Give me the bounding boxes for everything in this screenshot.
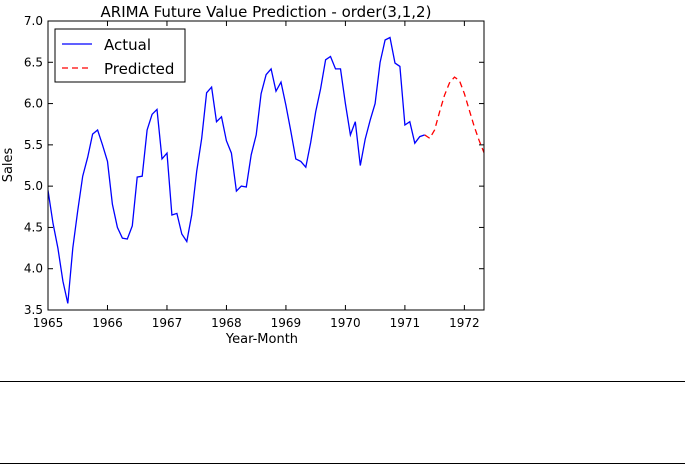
y-tick-label: 6.5 [24, 55, 43, 69]
chart-title: ARIMA Future Value Prediction - order(3,… [101, 3, 432, 21]
y-tick-label: 4.5 [24, 220, 43, 234]
divider-bottom [0, 463, 685, 464]
x-tick-label: 1971 [390, 316, 421, 330]
y-tick-label: 6.0 [24, 97, 43, 111]
x-tick-label: 1966 [92, 316, 123, 330]
series-line-actual [48, 36, 425, 304]
x-axis-label: Year-Month [225, 332, 298, 347]
divider-top [0, 381, 685, 382]
series-line-predicted [424, 76, 484, 154]
y-tick-label: 7.0 [24, 14, 43, 28]
x-tick-label: 1967 [152, 316, 183, 330]
y-tick-label: 5.0 [24, 179, 43, 193]
legend-predicted-label: Predicted [104, 60, 174, 78]
legend-box [54, 28, 186, 83]
y-tick-label: 3.5 [24, 303, 43, 317]
x-tick-label: 1965 [33, 316, 64, 330]
axis-ticks: 1965 1966 1967 1968 1969 1970 1971 1972 3.5 4.0 4.… [24, 14, 484, 330]
y-axis-label: Sales [1, 147, 16, 182]
y-tick-label: 5.5 [24, 138, 43, 152]
x-tick-label: 1969 [271, 316, 302, 330]
legend-actual-label: Actual [104, 36, 151, 54]
arima-line-chart: ARIMA Future Value Prediction - order(3,… [1, 3, 485, 347]
legend: Actual Predicted [54, 28, 186, 83]
plot-frame [47, 20, 485, 311]
x-tick-label: 1972 [449, 316, 480, 330]
x-tick-label: 1970 [330, 316, 361, 330]
y-tick-label: 4.0 [24, 262, 43, 276]
x-tick-label: 1968 [211, 316, 242, 330]
plot-area [48, 36, 484, 304]
